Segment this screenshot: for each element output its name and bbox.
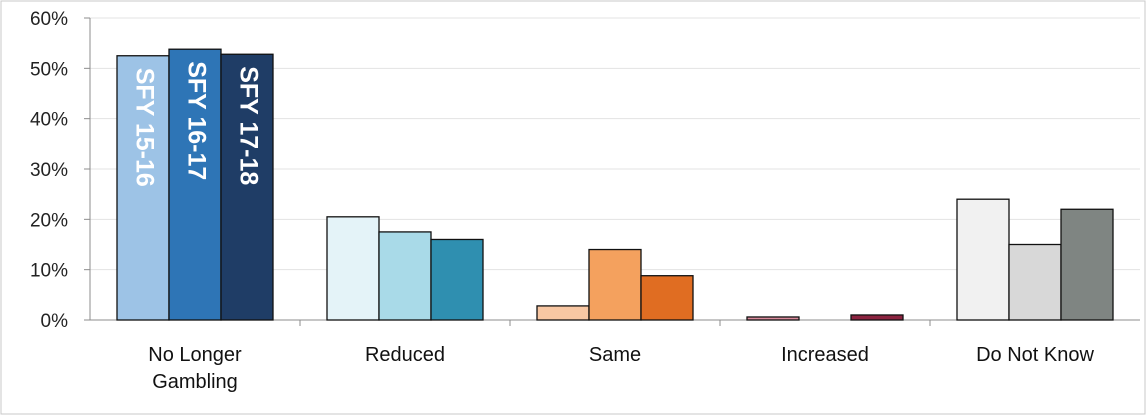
y-tick-label: 60% xyxy=(30,9,68,30)
bar xyxy=(326,216,380,321)
bar xyxy=(430,238,484,321)
x-category-label: No Longer xyxy=(148,344,242,366)
x-category-label: Do Not Know xyxy=(976,344,1094,366)
y-tick-label: 0% xyxy=(41,311,69,332)
bar xyxy=(1008,243,1062,321)
series-label: SFY 17-18 xyxy=(234,66,262,185)
bar xyxy=(640,275,694,321)
bar xyxy=(1060,208,1114,321)
y-tick-label: 20% xyxy=(30,210,68,231)
bar xyxy=(168,48,222,321)
bar xyxy=(220,53,274,321)
x-category-label: Reduced xyxy=(365,344,445,366)
x-category-label: Increased xyxy=(781,344,869,366)
bar xyxy=(378,231,432,321)
bar xyxy=(746,316,800,321)
x-category-label: Gambling xyxy=(152,371,238,393)
bar xyxy=(956,198,1010,321)
series-label: SFY 16-17 xyxy=(182,61,210,180)
bar xyxy=(536,305,590,321)
bar xyxy=(850,314,904,321)
y-tick-label: 30% xyxy=(30,160,68,181)
y-tick-label: 40% xyxy=(30,110,68,131)
series-label: SFY 15-16 xyxy=(130,68,158,187)
bar xyxy=(588,248,642,321)
x-category-labels: No Longer Gambling Reduced Same Increased Do … xyxy=(148,344,1094,393)
bar xyxy=(116,55,170,321)
x-category-label: Same xyxy=(589,344,641,366)
y-tick-label: 50% xyxy=(30,59,68,80)
y-tick-label: 10% xyxy=(30,261,68,282)
bars: SFY 15-16 SFY 16-17 SFY 17-18 xyxy=(116,48,1114,321)
y-tick-labels: 0% 10% 20% 30% 40% 50% 60% xyxy=(30,9,68,332)
